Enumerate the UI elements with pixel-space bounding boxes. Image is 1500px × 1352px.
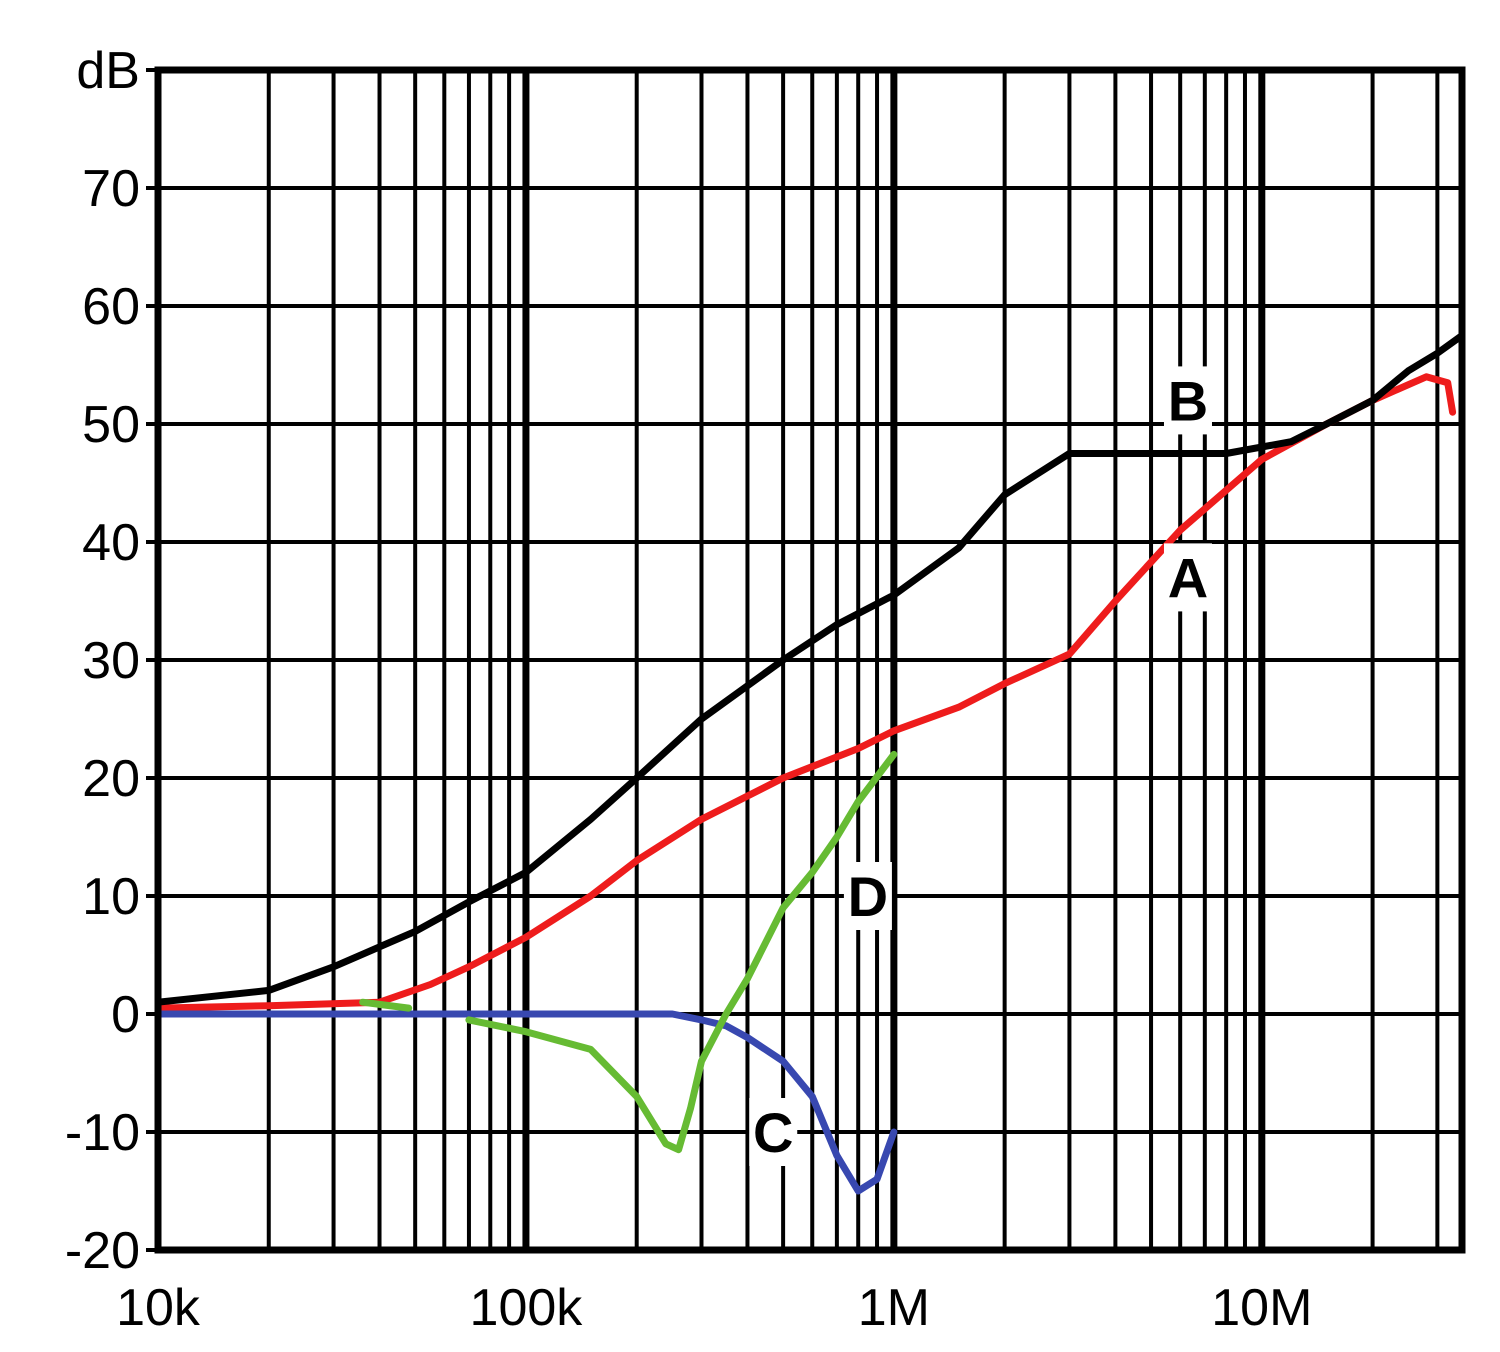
series-label-b: B (1168, 369, 1208, 432)
series-label-a: A (1168, 546, 1208, 609)
series-label-bg (1163, 366, 1212, 435)
y-tick-label: 20 (82, 750, 140, 808)
series-d-line-1 (359, 998, 413, 1012)
frame-layer (154, 66, 1466, 1254)
y-tick-label: -10 (65, 1104, 140, 1162)
y-tick-label: 70 (82, 160, 140, 218)
grid-layer (146, 68, 1462, 1252)
x-tick-label: 100k (470, 1279, 584, 1337)
y-tick-label: 30 (82, 632, 140, 690)
y-tick-label: 60 (82, 278, 140, 336)
series-label-c: C (753, 1101, 793, 1164)
series-label-bg (843, 862, 892, 930)
x-tick-label: 1M (858, 1279, 930, 1337)
series-d-line-2 (465, 750, 898, 1154)
y-tick-label: 0 (111, 986, 140, 1044)
series-label-d: D (848, 865, 888, 928)
y-tick-label: 10 (82, 868, 140, 926)
y-tick-label: 50 (82, 396, 140, 454)
y-tick-label: -20 (65, 1222, 140, 1280)
x-tick-label: 10M (1211, 1279, 1312, 1337)
series-label-bg (1163, 543, 1212, 612)
plot-frame (154, 66, 1466, 1254)
x-tick-label: 10k (116, 1279, 201, 1337)
y-tick-label: dB (76, 42, 140, 100)
series-layer (154, 332, 1466, 1195)
series-label-bg (749, 1098, 798, 1166)
y-tick-label: 40 (82, 514, 140, 572)
series-b-line (154, 332, 1466, 1006)
series-c-line (154, 1010, 898, 1195)
